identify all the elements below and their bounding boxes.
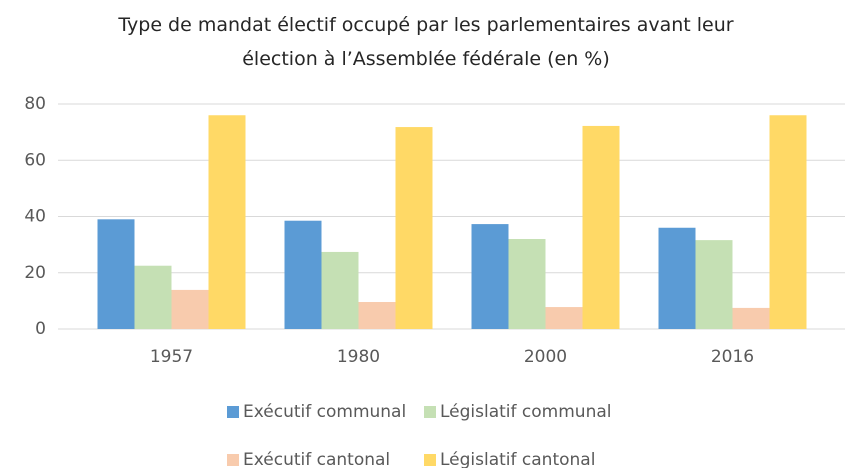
legend-label: Exécutif cantonal [243,450,390,468]
bar [695,240,733,329]
bar [582,125,620,329]
x-tick-label: 1957 [150,347,193,367]
legend-label: Législatif cantonal [440,450,595,468]
bar [508,239,546,329]
bar [395,127,433,329]
bar [471,224,509,329]
legend-label: Exécutif communal [243,402,406,422]
bar [658,227,696,329]
legend-swatch [227,454,239,466]
x-tick-label: 2000 [524,347,567,367]
bar [769,115,807,329]
y-tick-label: 40 [24,207,46,227]
legend-swatch [424,454,436,466]
chart-title: Type de mandat électif occupé par les pa… [118,14,734,70]
bar [97,219,135,329]
y-tick-label: 0 [35,319,46,339]
legend-swatch [227,406,239,418]
y-tick-label: 60 [24,150,46,170]
bar [732,307,770,329]
y-tick-label: 20 [24,263,46,283]
bar [321,251,359,329]
bar [545,307,583,329]
bar [208,115,246,329]
bar [284,220,322,329]
x-tick-label: 2016 [711,347,754,367]
x-tick-label: 1980 [337,347,380,367]
y-tick-label: 80 [24,94,46,114]
legend-swatch [424,406,436,418]
legend-label: Législatif communal [440,402,611,422]
bar [171,289,209,329]
bar [358,302,396,329]
bar [134,265,172,329]
